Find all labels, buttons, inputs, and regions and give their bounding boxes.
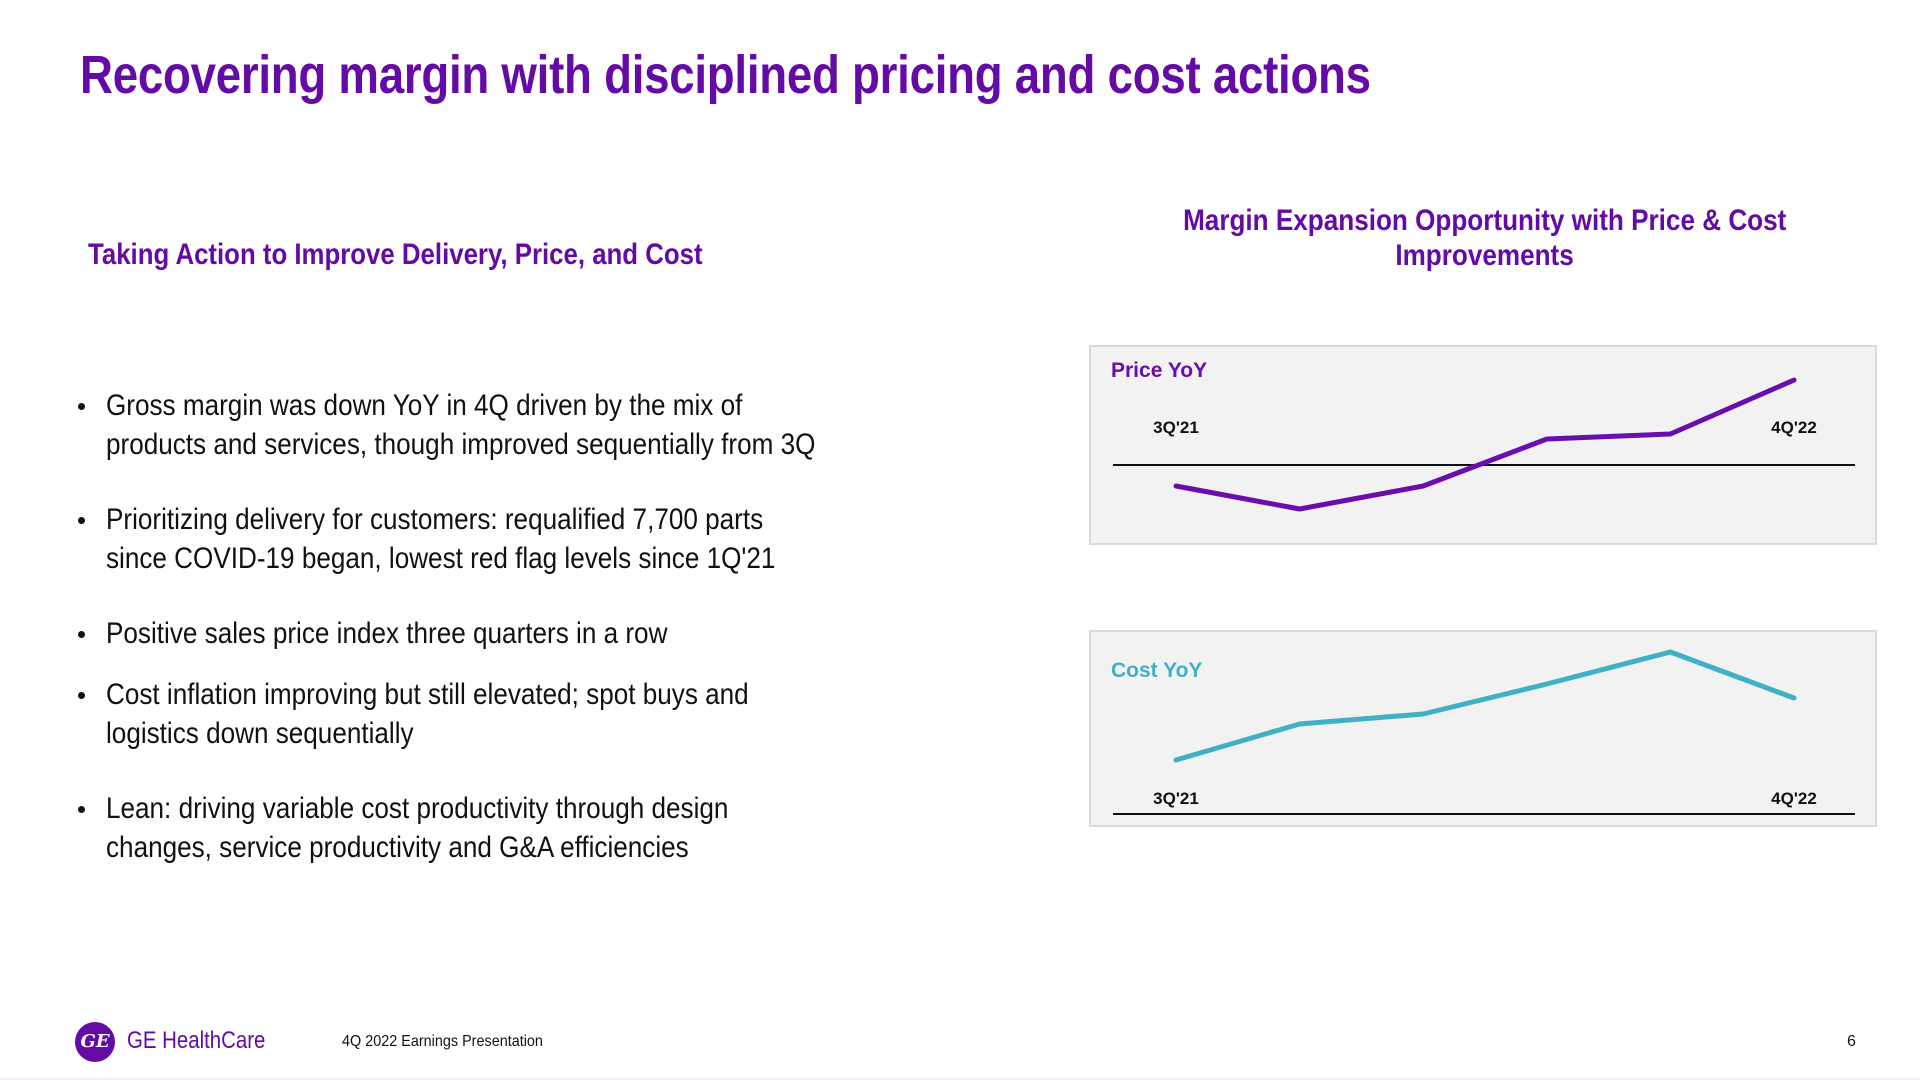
bullet-text-line: Lean: driving variable cost productivity… <box>106 792 729 825</box>
bullet-text-line: products and services, though improved s… <box>106 428 816 461</box>
bullet-text-line: changes, service productivity and G&A ef… <box>106 831 689 864</box>
bullet-item: Lean: driving variable cost productivity… <box>76 789 976 867</box>
left-section-heading: Taking Action to Improve Delivery, Price… <box>88 238 703 271</box>
series-line <box>1173 649 1797 763</box>
chart-title: Price YoY <box>1111 359 1207 382</box>
price-yoy-chart-panel: Price YoY 3Q'21 4Q'22 <box>1089 345 1877 545</box>
bullet-text-line: logistics down sequentially <box>106 717 414 750</box>
bullet-list: Gross margin was down YoY in 4Q driven b… <box>76 350 976 867</box>
bullet-text-line: since COVID-19 began, lowest red flag le… <box>106 542 776 575</box>
cost-yoy-chart: Cost YoY 3Q'21 4Q'22 <box>1111 649 1855 815</box>
bullet-text-line: Prioritizing delivery for customers: req… <box>106 503 764 536</box>
x-tick-label: 3Q'21 <box>1153 789 1199 808</box>
bullet-item: Prioritizing delivery for customers: req… <box>76 500 976 578</box>
x-tick-label: 4Q'22 <box>1771 418 1817 437</box>
bullet-dot-icon <box>78 631 85 638</box>
price-yoy-chart: Price YoY 3Q'21 4Q'22 <box>1111 359 1855 512</box>
series-line <box>1173 377 1797 512</box>
bullet-dot-icon <box>78 403 85 410</box>
bullet-item: Cost inflation improving but still eleva… <box>76 675 976 753</box>
x-tick-label: 4Q'22 <box>1771 789 1817 808</box>
chart-section-heading-line-2: Improvements <box>1395 239 1575 272</box>
ge-logo-icon: GE <box>75 1022 115 1062</box>
bullet-dot-icon <box>78 806 85 813</box>
bullet-text-line: Cost inflation improving but still eleva… <box>106 678 749 711</box>
chart-section-heading-line-1: Margin Expansion Opportunity with Price … <box>1183 204 1787 237</box>
brand-name: GE HealthCare <box>127 1027 266 1054</box>
bullet-item: Gross margin was down YoY in 4Q driven b… <box>76 386 976 464</box>
cost-yoy-chart-panel: Cost YoY 3Q'21 4Q'22 <box>1089 630 1877 827</box>
bullet-text-line: Positive sales price index three quarter… <box>106 617 668 650</box>
footer-divider <box>0 1078 1920 1080</box>
slide-title: Recovering margin with disciplined prici… <box>80 45 1371 105</box>
presentation-name: 4Q 2022 Earnings Presentation <box>342 1033 543 1050</box>
page-number: 6 <box>1847 1033 1856 1050</box>
bullet-text-line: Gross margin was down YoY in 4Q driven b… <box>106 389 743 422</box>
bullet-dot-icon <box>78 517 85 524</box>
chart-section-heading: Margin Expansion Opportunity with Price … <box>1090 203 1880 273</box>
chart-title: Cost YoY <box>1111 659 1202 682</box>
bullet-item: Positive sales price index three quarter… <box>76 614 976 653</box>
x-tick-label: 3Q'21 <box>1153 418 1199 437</box>
bullet-dot-icon <box>78 692 85 699</box>
